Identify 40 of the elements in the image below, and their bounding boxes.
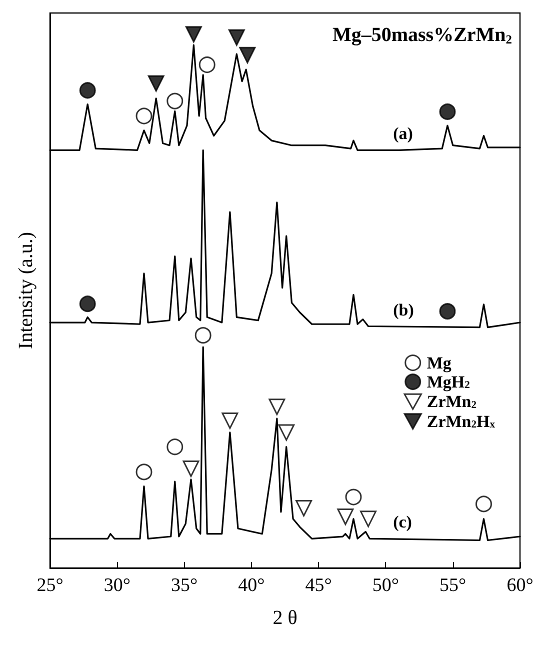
y-axis-title: Intensity (a.u.) xyxy=(15,232,37,350)
x-axis-title: 2 θ xyxy=(272,607,298,629)
point xyxy=(148,75,164,92)
point xyxy=(166,438,184,456)
point xyxy=(268,398,286,416)
point xyxy=(278,424,295,441)
legend-label: MgH2 xyxy=(426,372,470,392)
point xyxy=(228,29,245,46)
point xyxy=(296,500,312,516)
series-label: (a) xyxy=(393,124,413,144)
point xyxy=(360,510,377,528)
point xyxy=(345,488,362,506)
point xyxy=(198,56,216,74)
point xyxy=(476,496,492,512)
x-tick-label: 55° xyxy=(440,575,466,596)
legend-label: ZrMn2 xyxy=(426,392,477,412)
legend-label: ZrMn2Hx xyxy=(426,412,496,431)
point xyxy=(185,26,202,43)
x-tick-label: 25° xyxy=(36,575,64,596)
series-label: (c) xyxy=(393,512,412,532)
point xyxy=(79,82,96,99)
x-tick-label: 40° xyxy=(238,575,265,596)
point xyxy=(337,508,354,526)
x-tick-label: 50° xyxy=(372,575,400,596)
point xyxy=(136,108,152,124)
point xyxy=(439,303,456,320)
x-tick-label: 30° xyxy=(104,575,130,596)
point xyxy=(79,296,96,312)
point xyxy=(136,464,152,480)
point xyxy=(239,46,256,64)
x-tick-label: 60° xyxy=(506,575,534,596)
series-label: (b) xyxy=(393,300,414,320)
point xyxy=(166,92,184,110)
legend-label: Mg xyxy=(426,353,452,372)
point xyxy=(194,327,212,344)
x-tick-label: 35° xyxy=(170,575,198,596)
point xyxy=(439,103,456,120)
point xyxy=(222,412,238,429)
point xyxy=(182,460,200,477)
x-tick-label: 45° xyxy=(305,575,332,596)
